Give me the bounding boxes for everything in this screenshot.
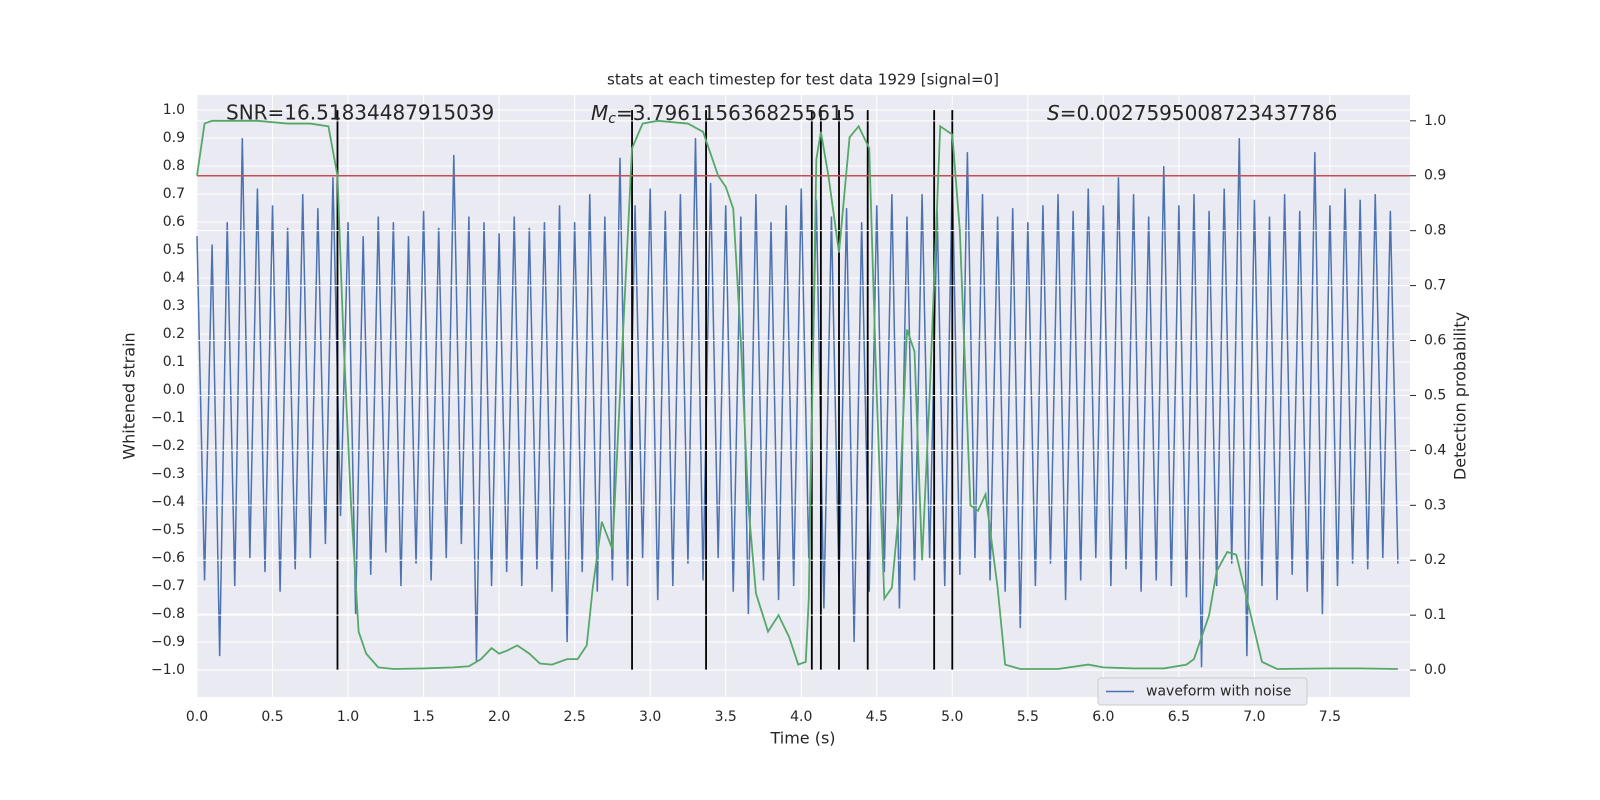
y-tick-label: −0.5	[151, 522, 185, 538]
x-tick-label: 3.5	[715, 709, 737, 725]
y2-tick-label: 0.1	[1424, 607, 1446, 623]
x-axis-label: Time (s)	[769, 729, 835, 748]
x-tick-label: 0.0	[186, 709, 208, 725]
annotation-text: =3.7961156368255615	[616, 101, 855, 125]
annotation-text: =0.0027595008723437786	[1060, 101, 1338, 125]
x-tick-label: 1.0	[337, 709, 359, 725]
y2-tick-label: 0.3	[1424, 497, 1446, 513]
y2-tick-label: 0.7	[1424, 278, 1446, 294]
y-tick-label: 1.0	[163, 102, 185, 118]
x-tick-label: 7.5	[1319, 709, 1341, 725]
legend-label: waveform with noise	[1146, 684, 1291, 700]
marks	[196, 110, 1410, 671]
series-line	[196, 138, 1399, 668]
y-tick-label: −0.2	[151, 438, 185, 454]
annotation: SNR=16.51834487915039	[226, 101, 494, 125]
y2-tick-label: 0.9	[1424, 168, 1446, 184]
y2-axis-label: Detection probability	[1451, 312, 1470, 480]
plot-area	[197, 95, 1410, 697]
annotation-symbol: M	[591, 101, 608, 125]
x-tick-label: 2.5	[564, 709, 586, 725]
y2-tick-label: 0.5	[1424, 387, 1446, 403]
y2-tick-label: 0.0	[1424, 662, 1446, 678]
x-tick-label: 0.5	[261, 709, 283, 725]
x-tick-label: 4.0	[790, 709, 812, 725]
y-tick-label: 0.1	[163, 354, 185, 370]
y2-tick-label: 1.0	[1424, 113, 1446, 129]
y-axis-label: Whitened strain	[120, 332, 139, 459]
y-tick-label: 0.9	[163, 130, 185, 146]
y-tick-label: 0.6	[163, 214, 185, 230]
y-tick-label: 0.4	[163, 270, 185, 286]
chart-title: stats at each timestep for test data 192…	[607, 71, 999, 89]
annotation-subscript: c	[608, 111, 616, 127]
y-tick-label: −0.4	[151, 494, 185, 510]
x-tick-label: 3.0	[639, 709, 661, 725]
y2-tick-label: 0.2	[1424, 552, 1446, 568]
y-tick-label: 0.5	[163, 242, 185, 258]
y-tick-label: 0.7	[163, 186, 185, 202]
y-tick-label: −0.7	[151, 578, 185, 594]
x-tick-label: 6.5	[1168, 709, 1190, 725]
y-tick-label: −0.9	[151, 634, 185, 650]
x-tick-label: 5.5	[1017, 709, 1039, 725]
legend: waveform with noise	[1097, 677, 1308, 706]
x-tick-label: 1.5	[412, 709, 434, 725]
annotation: S=0.0027595008723437786	[1047, 101, 1337, 125]
y-tick-label: −1.0	[151, 662, 185, 678]
x-tick-label: 5.0	[941, 709, 963, 725]
y2-tick-label: 0.8	[1424, 223, 1446, 239]
x-tick-label: 6.0	[1092, 709, 1114, 725]
y2-tick-label: 0.6	[1424, 333, 1446, 349]
x-tick-label: 2.0	[488, 709, 510, 725]
annotation: Mc=3.7961156368255615	[591, 101, 855, 128]
y-tick-label: 0.3	[163, 298, 185, 314]
y-tick-label: −0.8	[151, 606, 185, 622]
y-tick-label: −0.3	[151, 466, 185, 482]
x-tick-label: 4.5	[866, 709, 888, 725]
series-line	[196, 119, 1398, 670]
y-tick-label: 0.2	[163, 326, 185, 342]
labels: 0.0 0.5 1.0 1.5 2.0 2.5 3.0 3.5 4.0 4.5 5.0 5.5 6.0 6…	[151, 102, 1446, 725]
y-tick-label: 0.8	[163, 158, 185, 174]
y-tick-label: −0.6	[151, 550, 185, 566]
y2-tick-label: 0.4	[1424, 442, 1446, 458]
legend-box	[1097, 677, 1308, 706]
y-tick-label: 0.0	[163, 382, 185, 398]
y-tick-label: −0.1	[151, 410, 185, 426]
x-tick-label: 7.0	[1243, 709, 1265, 725]
annotation-symbol: S	[1047, 101, 1060, 125]
